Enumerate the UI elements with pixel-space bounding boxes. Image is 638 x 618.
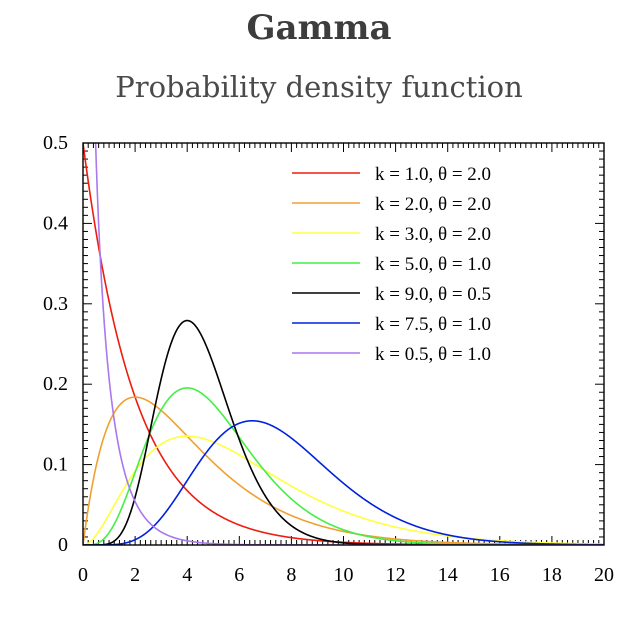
chart-title: Gamma	[246, 8, 392, 48]
x-tick-label: 2	[130, 564, 140, 586]
x-tick-label: 0	[78, 564, 88, 586]
y-tick-label: 0.3	[43, 293, 68, 315]
x-tick-label: 18	[542, 564, 562, 586]
legend-label: k = 2.0, θ = 2.0	[375, 194, 491, 215]
series-line	[83, 319, 604, 545]
y-tick-label: 0.2	[43, 373, 68, 395]
legend-label: k = 3.0, θ = 2.0	[375, 224, 491, 245]
series-line	[83, 419, 604, 545]
legend-label: k = 7.5, θ = 1.0	[375, 314, 491, 335]
plot-frame	[82, 142, 605, 546]
series-line	[83, 435, 604, 545]
x-tick-label: 6	[234, 564, 244, 586]
x-tick-label: 8	[286, 564, 296, 586]
y-tick-label: 0.5	[43, 132, 68, 154]
legend-label: k = 1.0, θ = 2.0	[375, 164, 491, 185]
legend: k = 1.0, θ = 2.0 k = 2.0, θ = 2.0 k = 3.0,…	[292, 164, 491, 365]
y-tick-label: 0.1	[43, 454, 68, 476]
series-line	[83, 387, 604, 545]
y-tick-label: 0.4	[43, 212, 68, 234]
x-tick-label: 10	[334, 564, 354, 586]
x-tick-label: 20	[594, 564, 614, 586]
legend-label: k = 0.5, θ = 1.0	[375, 344, 491, 365]
x-tick-label: 12	[386, 564, 406, 586]
legend-label: k = 5.0, θ = 1.0	[375, 254, 491, 275]
legend-label: k = 9.0, θ = 0.5	[375, 284, 491, 305]
curves	[83, 143, 604, 545]
tick-labels: 0 2 4 6 8 10 12 14 16 18 20 0 0.1 0.2 0.3 0.4 0.5	[43, 132, 614, 586]
x-tick-label: 4	[182, 564, 192, 586]
series-line	[83, 396, 604, 545]
y-tick-label: 0	[58, 534, 68, 556]
x-tick-label: 14	[438, 564, 458, 586]
chart-subtitle: Probability density function	[115, 70, 523, 104]
x-tick-label: 16	[490, 564, 510, 586]
series-line	[94, 143, 604, 545]
